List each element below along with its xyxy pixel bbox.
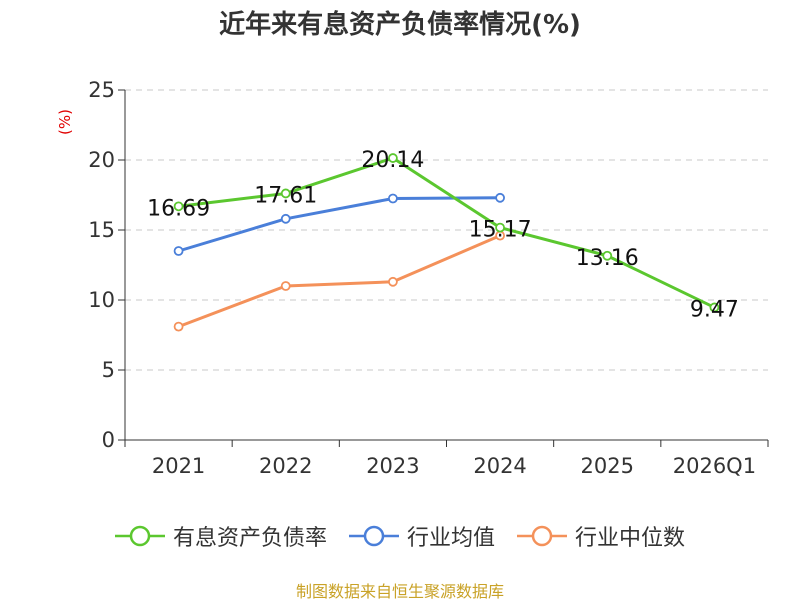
source-footer: 制图数据来自恒生聚源数据库: [295, 582, 504, 601]
series-line: [178, 196, 501, 253]
x-tick-label: 2025: [581, 454, 634, 478]
legend-label: 行业中位数: [575, 526, 686, 551]
data-label: 17.61: [254, 183, 317, 208]
data-point: [495, 222, 505, 233]
data-point: [173, 246, 184, 256]
data-point: [602, 250, 613, 261]
legend-marker-icon: [114, 525, 165, 547]
data-point: [280, 188, 291, 199]
data-point: [495, 192, 505, 203]
x-tick-label: 2026Q1: [673, 454, 756, 478]
y-tick-label: 10: [88, 288, 115, 312]
legend-marker-icon: [348, 525, 399, 547]
data-point: [280, 281, 291, 291]
data-point: [173, 201, 184, 212]
x-tick-label: 2022: [259, 454, 312, 478]
x-tick-label: 2024: [473, 454, 526, 478]
y-tick-label: 20: [88, 148, 115, 172]
legend-item[interactable]: 行业均值: [348, 520, 495, 552]
series-line: [178, 156, 716, 309]
x-tick-label: 2021: [152, 454, 205, 478]
data-label: 15.17: [469, 218, 532, 243]
legend: 有息资产负债率 行业均值 行业中位数: [0, 520, 800, 552]
data-point: [709, 302, 720, 313]
y-tick-label: 0: [102, 428, 115, 452]
legend-item[interactable]: 行业中位数: [517, 520, 685, 552]
data-point: [388, 193, 398, 204]
data-label: 20.14: [361, 148, 424, 173]
data-label: 16.69: [147, 196, 210, 221]
series-line: [178, 234, 501, 329]
y-tick-label: 5: [102, 358, 115, 382]
legend-item[interactable]: 有息资产负债率: [114, 520, 327, 552]
data-point: [388, 153, 398, 163]
data-point: [388, 276, 398, 287]
data-point: [173, 321, 184, 332]
chart-title: 近年来有息资产负债率情况(%): [219, 10, 581, 40]
x-tick-label: 2023: [366, 454, 419, 478]
data-point: [280, 213, 291, 224]
data-label: 13.16: [576, 246, 639, 271]
legend-label: 行业均值: [406, 526, 495, 551]
data-label: 9.47: [690, 297, 739, 322]
legend-label: 有息资产负债率: [172, 526, 327, 551]
legend-marker-icon: [517, 525, 567, 547]
y-tick-label: 15: [88, 218, 115, 242]
y-tick-label: 25: [88, 78, 115, 102]
